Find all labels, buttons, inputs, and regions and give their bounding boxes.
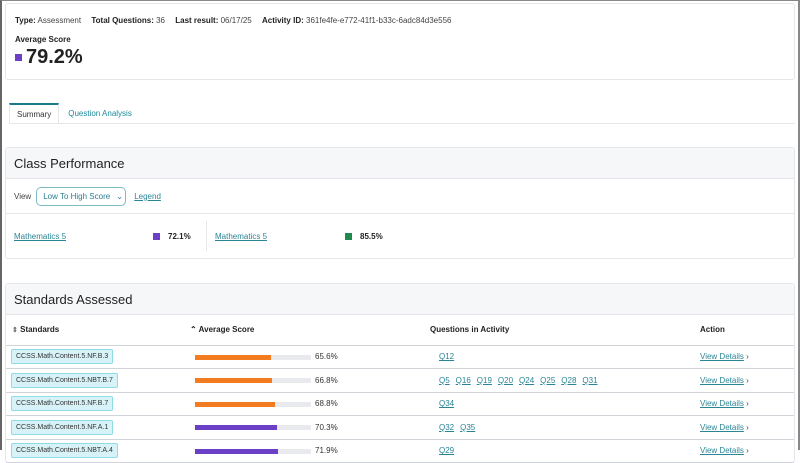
- chevron-right-icon: ›: [746, 446, 749, 456]
- chevron-right-icon: ›: [746, 352, 749, 362]
- question-link[interactable]: Q16: [455, 375, 471, 385]
- view-details-link[interactable]: View Details: [700, 446, 744, 456]
- class-performance-title: Class Performance: [6, 148, 794, 179]
- view-details-link[interactable]: View Details: [700, 375, 744, 385]
- class-link[interactable]: Mathematics 5: [14, 231, 67, 241]
- table-row: CCSS.Math.Content.5.NBT.B.7 66.8% Q5 Q16 Q…: [6, 368, 794, 393]
- standards-assessed-title: Standards Assessed: [6, 284, 794, 315]
- last-result-value: 06/17/25: [220, 16, 252, 25]
- question-link[interactable]: Q24: [519, 375, 535, 385]
- column-header-standards[interactable]: ⇕ Standards: [6, 315, 190, 346]
- standards-table: ⇕ Standards ⌃ Average Score Questions in…: [6, 315, 794, 463]
- type-label: Type:: [15, 16, 36, 25]
- column-label: Average Score: [198, 325, 255, 335]
- class-score: 85.5%: [360, 231, 383, 241]
- sort-ascending-icon: ⌃: [190, 325, 197, 335]
- table-row: CCSS.Math.Content.5.NBT.A.4 71.9% Q29 Vi…: [6, 439, 794, 463]
- table-row: CCSS.Math.Content.5.NF.B.3 65.6% Q12 Vie…: [6, 345, 794, 369]
- view-details-link[interactable]: View Details: [700, 399, 744, 409]
- chevron-down-icon: ⌄: [116, 191, 123, 201]
- type-value: Assessment: [37, 16, 82, 25]
- total-questions-value: 36: [156, 16, 166, 25]
- standard-badge: CCSS.Math.Content.5.NBT.B.7: [11, 372, 118, 388]
- tab-summary[interactable]: Summary: [9, 103, 60, 123]
- view-label: View: [14, 191, 32, 201]
- question-link[interactable]: Q31: [582, 375, 598, 385]
- question-link[interactable]: Q12: [439, 352, 455, 362]
- question-link[interactable]: Q35: [460, 422, 476, 432]
- column-label: Standards: [20, 325, 60, 335]
- total-questions-label: Total Questions:: [91, 16, 154, 25]
- divider: [206, 221, 207, 251]
- score-color-swatch: [15, 54, 22, 61]
- summary-card: Type: Assessment Total Questions: 36 Las…: [5, 3, 795, 80]
- question-link[interactable]: Q28: [561, 375, 577, 385]
- average-score-label: Average Score: [15, 35, 71, 44]
- class-item: Mathematics 5 72.1%: [6, 214, 206, 258]
- view-sort-value: Low To High Score: [43, 191, 111, 201]
- score-color-swatch: [153, 232, 160, 240]
- score-bar: [195, 448, 311, 454]
- question-link[interactable]: Q19: [476, 375, 492, 385]
- standard-badge: CCSS.Math.Content.5.NF.B.7: [11, 396, 114, 412]
- score-bar: [195, 401, 311, 407]
- average-score: 79.2%: [15, 46, 83, 69]
- question-link[interactable]: Q32: [439, 422, 455, 432]
- tab-question-analysis[interactable]: Question Analysis: [68, 109, 132, 118]
- score-bar-fill: [195, 425, 277, 431]
- chevron-right-icon: ›: [746, 399, 749, 409]
- column-header-questions: Questions in Activity: [430, 315, 700, 346]
- score-color-swatch: [345, 232, 352, 240]
- score-value: 71.9%: [315, 446, 338, 456]
- question-link[interactable]: Q5: [439, 375, 450, 385]
- score-value: 66.8%: [315, 375, 338, 385]
- question-link[interactable]: Q20: [497, 375, 514, 385]
- view-details-link[interactable]: View Details: [700, 352, 744, 362]
- standard-badge: CCSS.Math.Content.5.NF.B.3: [11, 349, 114, 365]
- standard-badge: CCSS.Math.Content.5.NBT.A.4: [11, 443, 118, 459]
- standard-badge: CCSS.Math.Content.5.NF.A.1: [11, 419, 114, 435]
- activity-id-label: Activity ID:: [261, 16, 304, 25]
- view-sort-select[interactable]: Low To High Score ⌄: [36, 186, 127, 206]
- tab-bar: Summary Question Analysis: [9, 103, 795, 124]
- column-header-average-score[interactable]: ⌃ Average Score: [190, 315, 430, 346]
- legend-link[interactable]: Legend: [134, 191, 161, 201]
- chevron-right-icon: ›: [746, 375, 749, 385]
- score-bar-fill: [195, 401, 275, 407]
- table-row: CCSS.Math.Content.5.NF.B.7 68.8% Q34 Vie…: [6, 392, 794, 416]
- score-bar-fill: [195, 378, 273, 384]
- activity-id-value: 361fe4fe-e772-41f1-b33c-6adc84d3e556: [306, 16, 452, 25]
- question-link[interactable]: Q29: [439, 446, 455, 456]
- average-score-value: 79.2%: [26, 46, 83, 68]
- sort-icon: ⇕: [12, 327, 18, 335]
- class-link[interactable]: Mathematics 5: [215, 231, 268, 241]
- column-header-action: Action: [700, 315, 794, 346]
- score-bar-fill: [195, 448, 279, 454]
- score-value: 68.8%: [315, 399, 338, 409]
- score-bar: [195, 378, 311, 384]
- class-score: 72.1%: [168, 231, 191, 241]
- class-performance-card: Class Performance View Low To High Score…: [5, 147, 795, 259]
- standards-assessed-card: Standards Assessed ⇕ Standards ⌃ Average…: [5, 283, 795, 463]
- score-value: 65.6%: [315, 352, 338, 362]
- view-details-link[interactable]: View Details: [700, 422, 744, 432]
- last-result-label: Last result:: [175, 16, 219, 25]
- question-link[interactable]: Q25: [540, 375, 556, 385]
- class-item: Mathematics 5 85.5%: [207, 214, 407, 258]
- activity-meta: Type: Assessment Total Questions: 36 Las…: [15, 16, 451, 25]
- score-value: 70.3%: [315, 422, 338, 432]
- table-row: CCSS.Math.Content.5.NF.A.1 70.3% Q32 Q35 …: [6, 415, 794, 440]
- score-bar-fill: [195, 354, 272, 360]
- question-link[interactable]: Q34: [439, 399, 455, 409]
- chevron-right-icon: ›: [746, 422, 749, 432]
- score-bar: [195, 354, 311, 360]
- score-bar: [195, 425, 311, 431]
